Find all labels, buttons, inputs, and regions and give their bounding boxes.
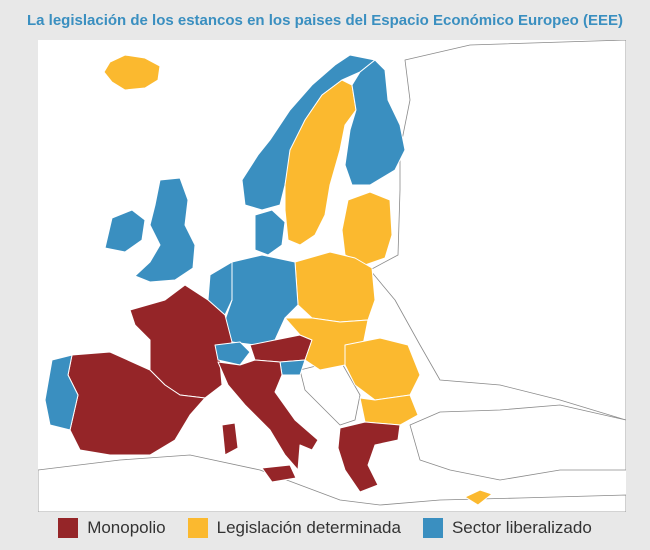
sicily bbox=[261, 464, 297, 483]
benelux bbox=[207, 261, 233, 316]
legend-item: Legislación determinada bbox=[187, 518, 401, 538]
russia-belarus-ukraine bbox=[369, 40, 626, 421]
legend-item: Sector liberalizado bbox=[422, 518, 592, 538]
legend-label: Legislación determinada bbox=[216, 518, 401, 537]
greece bbox=[337, 421, 401, 493]
legend-swatch bbox=[422, 518, 443, 538]
legend-swatch bbox=[58, 518, 79, 538]
portugal bbox=[44, 354, 79, 431]
cyprus bbox=[464, 489, 493, 506]
iceland bbox=[103, 54, 161, 91]
legend-label: Sector liberalizado bbox=[451, 518, 592, 537]
sweden bbox=[284, 79, 357, 246]
ireland bbox=[104, 209, 146, 253]
north-africa bbox=[38, 454, 626, 512]
legend: Monopolio Legislación determinada Sector l… bbox=[0, 518, 650, 538]
legend-label: Monopolio bbox=[87, 518, 166, 537]
france bbox=[129, 284, 233, 399]
switzerland bbox=[214, 341, 251, 366]
slovenia bbox=[279, 359, 306, 376]
italy bbox=[217, 359, 319, 471]
map-title: La legislación de los estancos en los pa… bbox=[26, 12, 623, 29]
united-kingdom bbox=[134, 177, 196, 283]
poland bbox=[294, 251, 376, 323]
denmark bbox=[254, 209, 286, 256]
map bbox=[38, 40, 626, 512]
legend-item: Monopolio bbox=[58, 518, 166, 538]
legend-swatch bbox=[187, 518, 208, 538]
finland bbox=[344, 59, 406, 186]
baltics bbox=[341, 191, 393, 266]
sardinia bbox=[221, 422, 239, 456]
turkey bbox=[409, 404, 626, 481]
